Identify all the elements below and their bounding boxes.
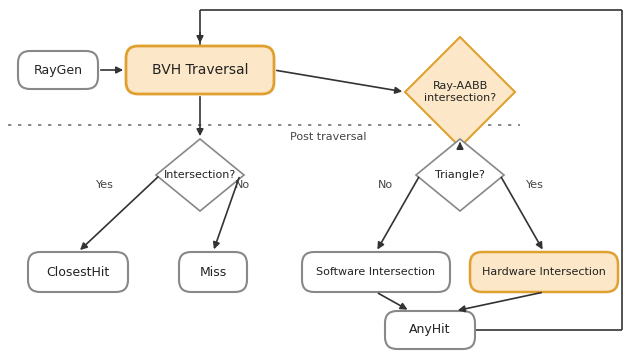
- Polygon shape: [405, 37, 515, 147]
- FancyBboxPatch shape: [470, 252, 618, 292]
- Text: BVH Traversal: BVH Traversal: [152, 63, 248, 77]
- Text: Miss: Miss: [200, 266, 227, 279]
- FancyBboxPatch shape: [28, 252, 128, 292]
- Text: RayGen: RayGen: [33, 63, 83, 77]
- Text: Triangle?: Triangle?: [435, 170, 485, 180]
- Text: Hardware Intersection: Hardware Intersection: [482, 267, 606, 277]
- Text: AnyHit: AnyHit: [409, 324, 451, 337]
- Text: Ray-AABB
intersection?: Ray-AABB intersection?: [424, 81, 496, 103]
- FancyBboxPatch shape: [126, 46, 274, 94]
- Text: Software Intersection: Software Intersection: [316, 267, 436, 277]
- FancyBboxPatch shape: [179, 252, 247, 292]
- Text: No: No: [234, 180, 250, 190]
- Text: Yes: Yes: [96, 180, 114, 190]
- Text: Yes: Yes: [526, 180, 544, 190]
- FancyBboxPatch shape: [385, 311, 475, 349]
- FancyBboxPatch shape: [18, 51, 98, 89]
- Text: No: No: [378, 180, 392, 190]
- Polygon shape: [156, 139, 244, 211]
- FancyBboxPatch shape: [302, 252, 450, 292]
- Text: Intersection?: Intersection?: [164, 170, 236, 180]
- Text: Post traversal: Post traversal: [290, 132, 367, 142]
- Text: ClosestHit: ClosestHit: [46, 266, 109, 279]
- Polygon shape: [416, 139, 504, 211]
